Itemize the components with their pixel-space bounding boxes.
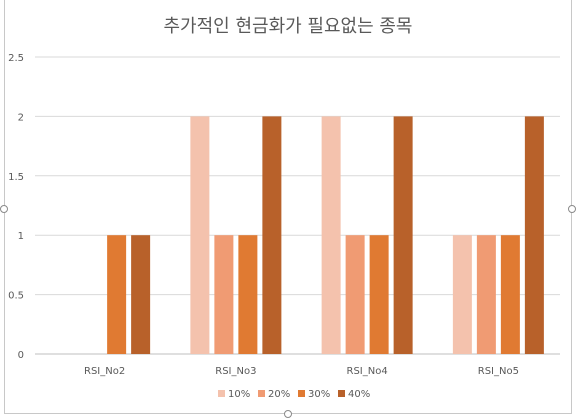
legend-swatch [258,390,265,397]
chart-title: 추가적인 현금화가 필요없는 종목 [163,16,412,37]
bar [369,235,389,354]
y-axis-ticks: 0 0.5 1 1.5 2 2.5 [8,53,24,361]
legend: 10% 20% 30% 40% [218,389,370,400]
y-tick-label: 2.5 [8,53,24,64]
legend-label: 20% [268,389,290,400]
legend-swatch [338,390,345,397]
legend-label: 10% [228,389,250,400]
resize-handle-right[interactable] [568,205,576,213]
bar [238,235,258,354]
bar [262,116,282,355]
bar [190,116,210,355]
x-axis-ticks: RSI_No2 RSI_No3 RSI_No4 RSI_No5 [84,366,519,377]
resize-handle-left[interactable] [0,205,8,213]
bars [107,116,544,355]
legend-label: 40% [348,389,370,400]
bar [214,235,234,354]
x-tick-label: RSI_No3 [215,366,256,377]
x-tick-label: RSI_No2 [84,366,125,377]
bar [393,116,413,355]
bar [500,235,520,354]
legend-swatch [298,390,305,397]
legend-swatch [218,390,225,397]
y-tick-label: 1 [18,231,24,242]
legend-label: 30% [308,389,330,400]
y-tick-label: 0 [18,350,24,361]
bar [452,235,472,354]
bar [524,116,544,355]
y-tick-label: 2 [18,112,24,123]
bar [131,235,151,354]
y-tick-label: 0.5 [8,291,24,302]
x-tick-label: RSI_No5 [478,366,519,377]
bar [107,235,127,354]
x-tick-label: RSI_No4 [347,366,388,377]
bar [345,235,365,354]
bar [321,116,341,355]
y-tick-label: 1.5 [8,172,24,183]
bar [476,235,496,354]
